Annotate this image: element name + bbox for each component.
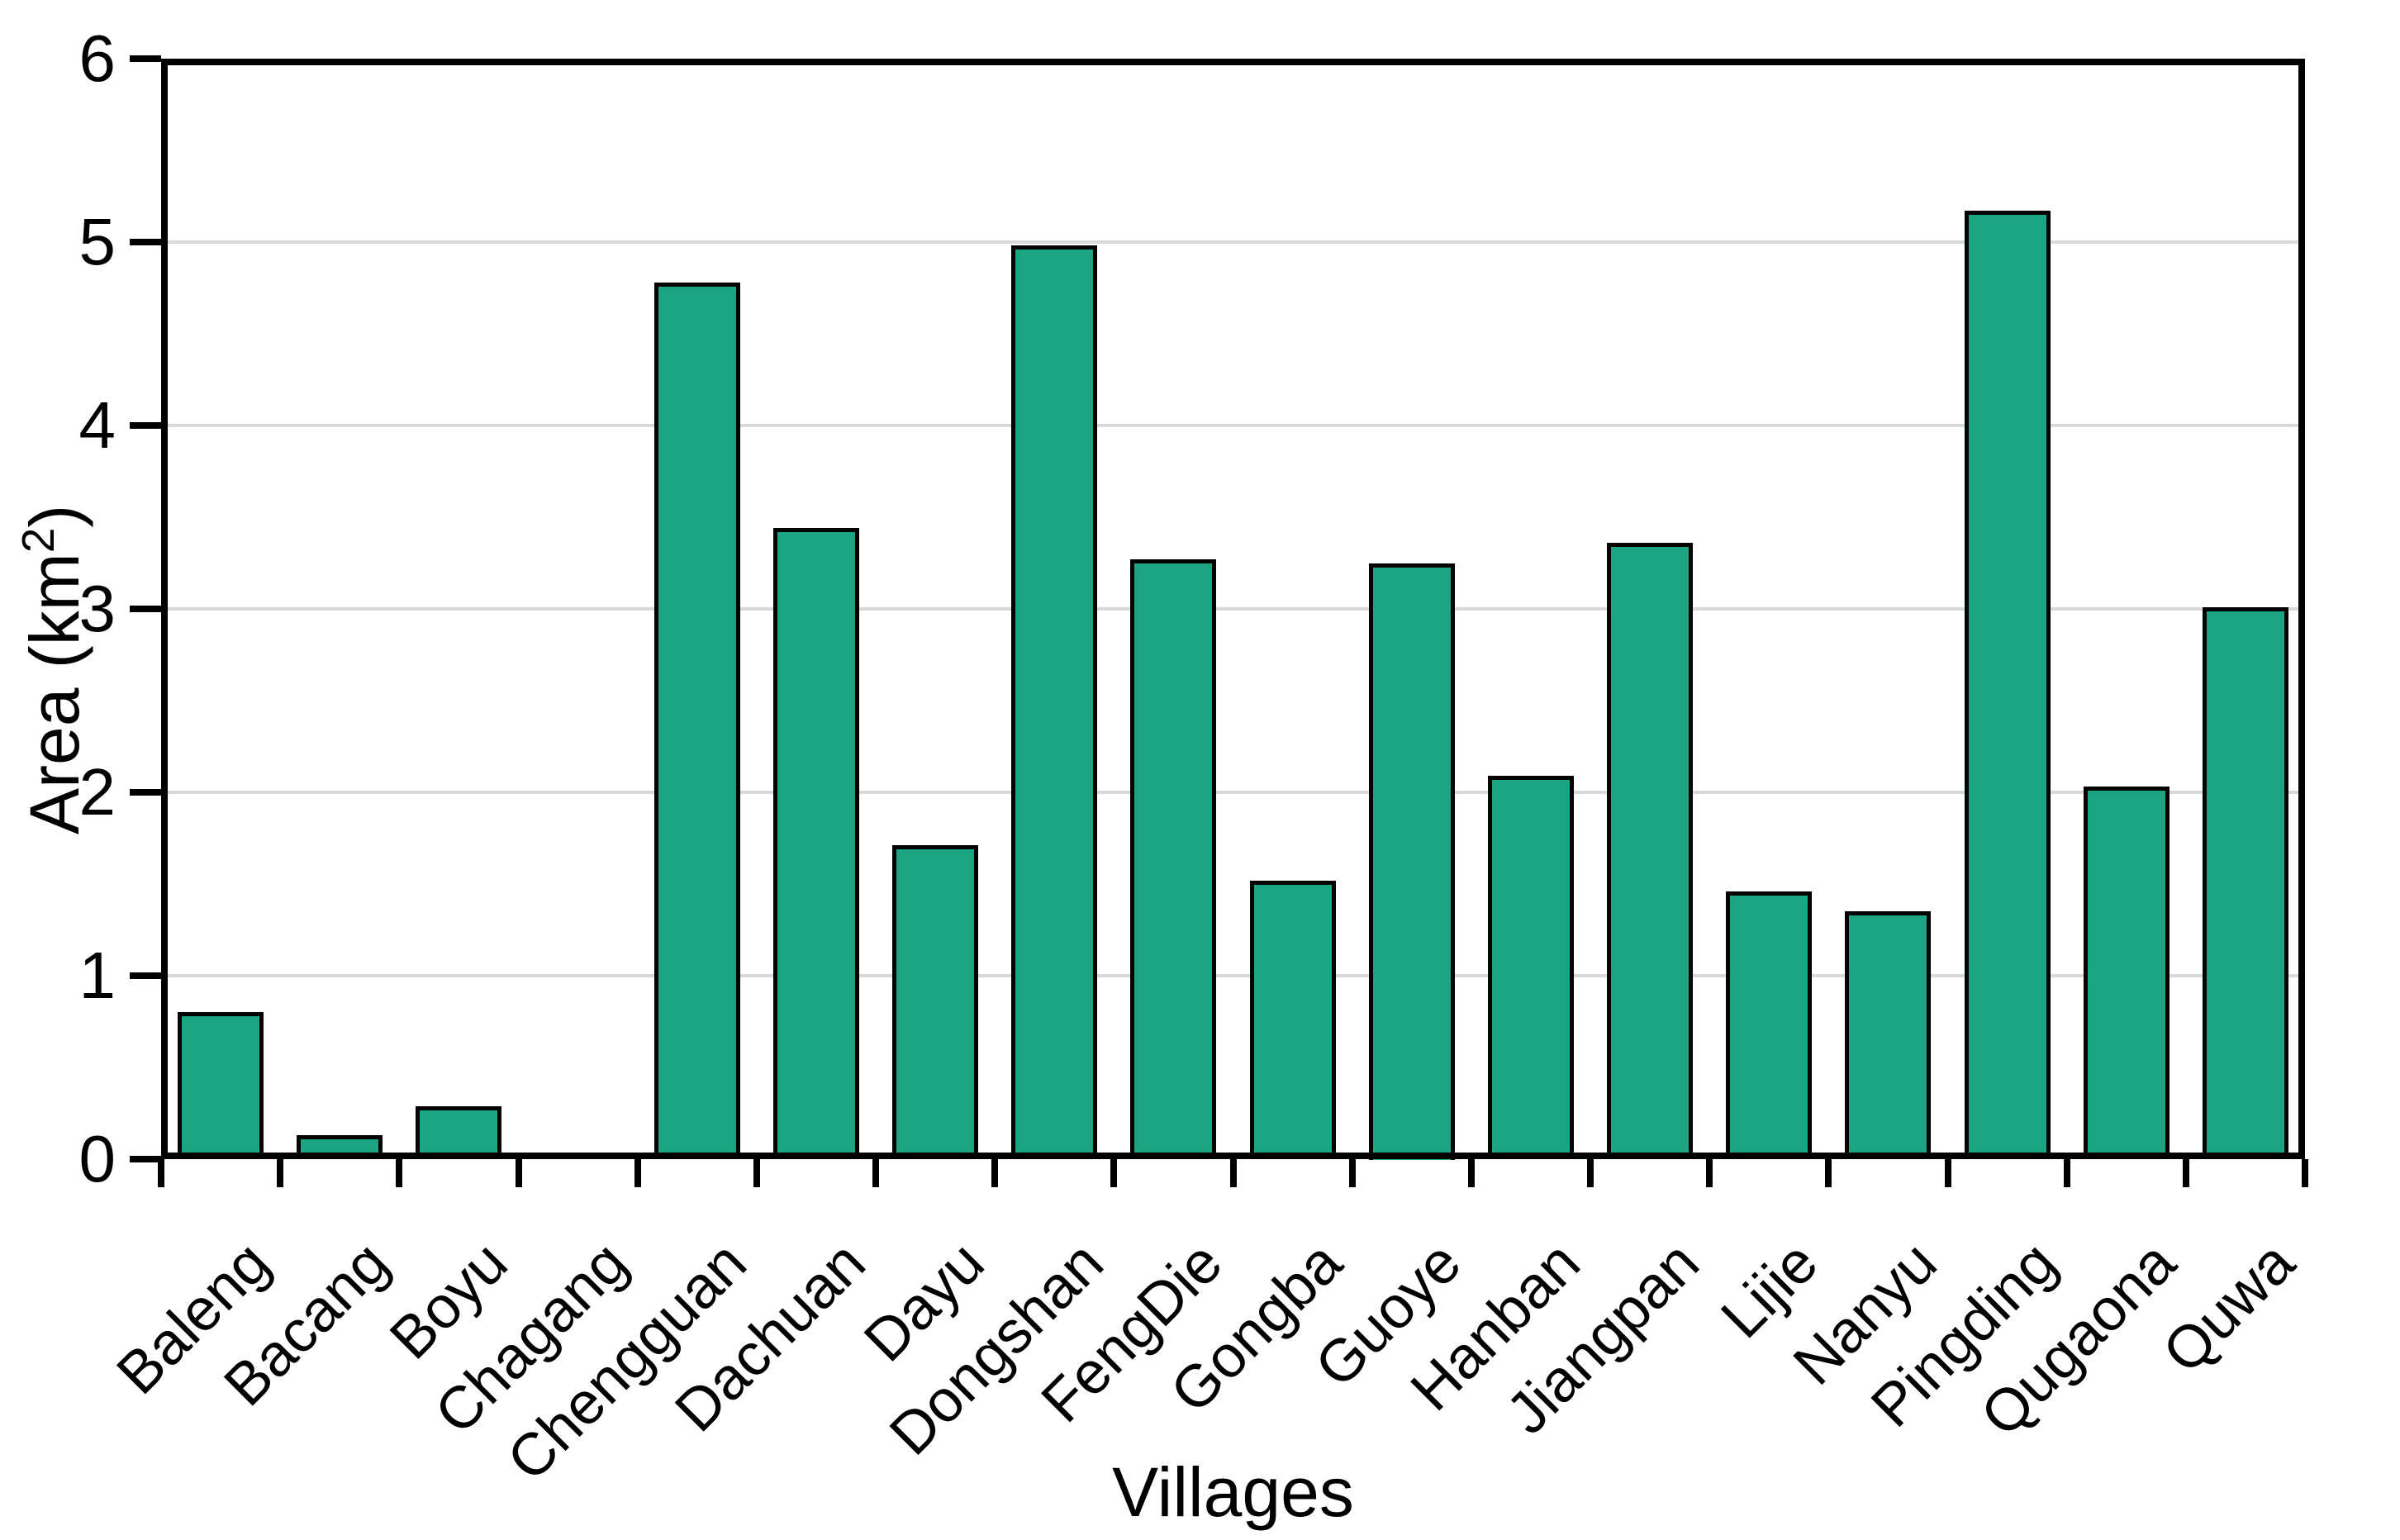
bar [416, 1106, 501, 1159]
gridline [161, 607, 2305, 611]
y-axis-tick-label: 2 [78, 755, 116, 829]
y-axis-tick-label: 4 [78, 388, 116, 462]
x-axis-tick [1468, 1159, 1475, 1187]
y-axis-tick [130, 789, 161, 796]
x-axis-tick [158, 1159, 164, 1187]
bar [1369, 563, 1455, 1160]
x-axis-tick [1945, 1159, 1951, 1187]
bar [1011, 245, 1097, 1159]
x-axis-tick [2302, 1159, 2308, 1187]
gridline [161, 240, 2305, 244]
x-axis-tick [991, 1159, 998, 1187]
bar [535, 1153, 621, 1159]
bar [654, 283, 740, 1159]
bar [2084, 787, 2170, 1159]
gridline [161, 424, 2305, 427]
bar [1250, 881, 1336, 1159]
y-axis-tick-label: 6 [78, 21, 116, 95]
y-axis-tick [130, 422, 161, 429]
x-axis-tick [1230, 1159, 1237, 1187]
y-axis-tick [130, 606, 161, 612]
x-axis-tick [1706, 1159, 1713, 1187]
x-axis-tick [634, 1159, 641, 1187]
x-axis-title: Villages [1112, 1453, 1354, 1531]
x-axis-tick [1110, 1159, 1117, 1187]
y-axis-tick [130, 972, 161, 979]
y-axis-tick [130, 1156, 161, 1162]
x-axis-tick [872, 1159, 879, 1187]
x-axis-tick [277, 1159, 283, 1187]
y-axis-tick [130, 55, 161, 62]
bar [1726, 891, 1812, 1159]
y-axis-tick-label: 5 [78, 205, 116, 278]
x-axis-tick [2183, 1159, 2189, 1187]
y-axis-title-end: ) [16, 504, 93, 528]
y-axis-tick-label: 1 [78, 939, 116, 1012]
x-axis-tick [516, 1159, 522, 1187]
bar [1965, 211, 2051, 1159]
bar [2203, 607, 2288, 1159]
x-tick-label-text: Quwa [2150, 1229, 2307, 1386]
x-axis-tick [1825, 1159, 1832, 1187]
bar [1845, 911, 1931, 1159]
y-axis-tick-label: 0 [78, 1122, 116, 1195]
x-axis-tick [1587, 1159, 1594, 1187]
x-axis-tick [1349, 1159, 1356, 1187]
x-axis-tick [396, 1159, 402, 1187]
bar [773, 528, 859, 1159]
y-axis-tick [130, 239, 161, 245]
x-axis-tick [2064, 1159, 2070, 1187]
bar [1607, 543, 1693, 1159]
bar [178, 1012, 264, 1159]
y-axis-tick-label: 3 [78, 572, 116, 645]
bar [892, 845, 978, 1159]
y-axis-title-superscript: 2 [12, 527, 64, 554]
gridline [161, 974, 2305, 977]
x-axis-tick [753, 1159, 760, 1187]
gridline [161, 791, 2305, 794]
bar [297, 1135, 383, 1159]
bar [1130, 559, 1216, 1159]
bar [1488, 776, 1574, 1159]
